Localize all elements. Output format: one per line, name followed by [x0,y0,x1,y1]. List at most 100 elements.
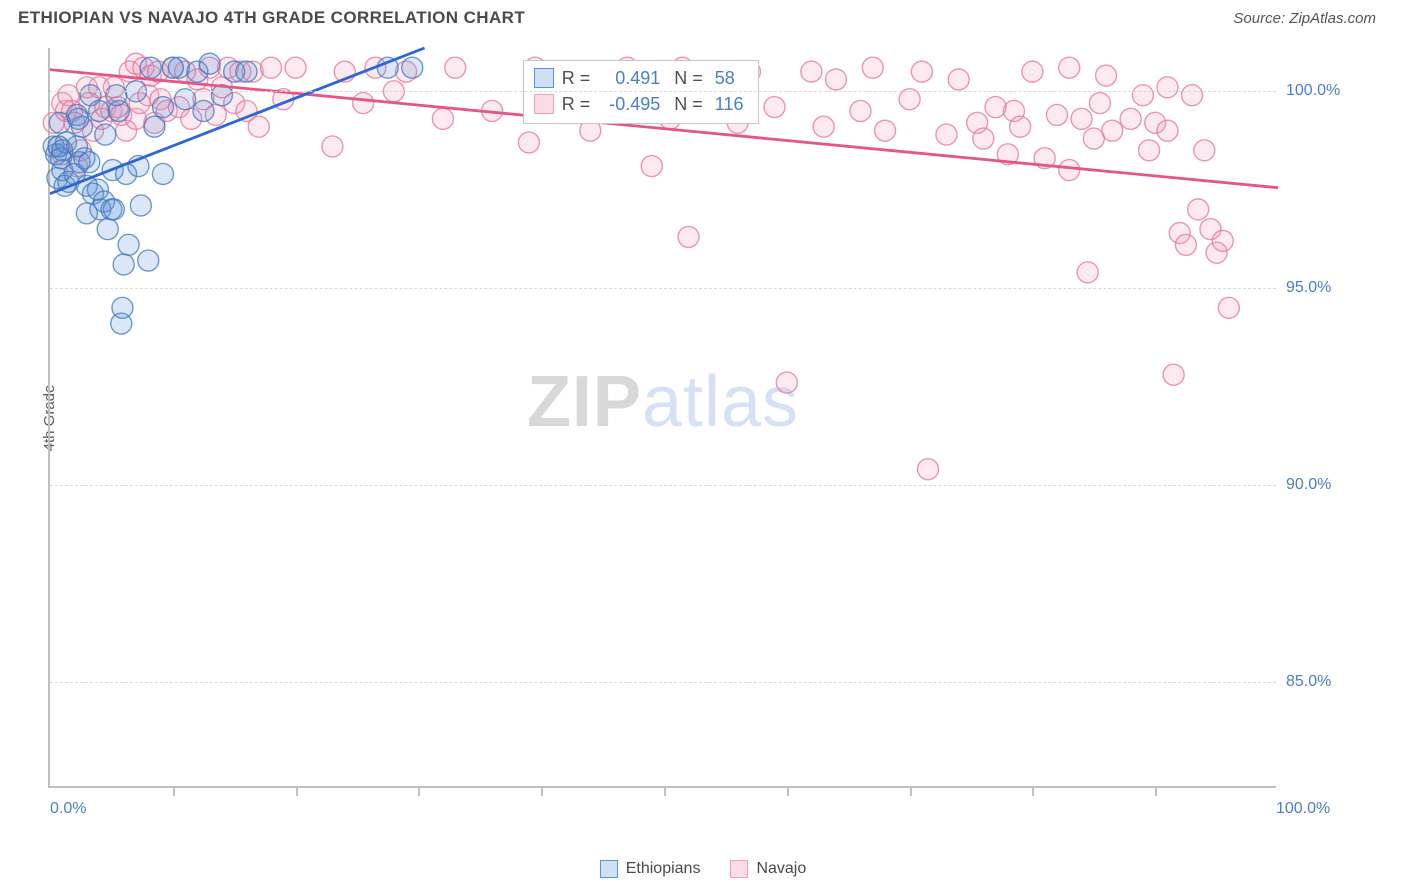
grid-line [50,485,1276,486]
legend-label: Navajo [756,860,806,878]
x-axis-max-label: 100.0% [1276,800,1376,818]
x-tick [173,786,175,796]
chart-title: ETHIOPIAN VS NAVAJO 4TH GRADE CORRELATIO… [18,8,525,28]
data-point [118,234,139,255]
data-point [130,195,151,216]
legend-item: Navajo [730,860,806,878]
legend-r-label: R = [562,91,591,117]
data-point [71,116,92,137]
x-tick [1032,786,1034,796]
legend-row: R = -0.495 N = 116 [534,91,744,117]
data-point [1059,160,1080,181]
chart-container: 4th Grade ZIPatlas R =0.491N =58R =-0.49… [48,48,1376,788]
source-attribution: Source: ZipAtlas.com [1233,10,1376,27]
scatter-plot-svg [50,48,1276,786]
legend-n-value: 116 [715,91,744,117]
data-point [236,61,257,82]
legend-r-value: 0.491 [598,65,660,91]
data-point [678,226,699,247]
legend-n-value: 58 [715,65,735,91]
data-point [193,100,214,121]
data-point [918,459,939,480]
data-point [776,372,797,393]
legend-swatch [600,860,618,878]
data-point [1077,262,1098,283]
legend-r-value: -0.495 [598,91,660,117]
legend-swatch [730,860,748,878]
data-point [1157,77,1178,98]
legend-n-label: N = [674,65,703,91]
data-point [948,69,969,90]
data-point [641,156,662,177]
data-point [144,116,165,137]
data-point [1089,93,1110,114]
y-tick-label: 95.0% [1286,279,1366,297]
data-point [973,128,994,149]
data-point [985,97,1006,118]
legend-label: Ethiopians [626,860,701,878]
legend-swatch [534,94,554,114]
data-point [936,124,957,145]
data-point [1132,85,1153,106]
data-point [1059,57,1080,78]
data-point [862,57,883,78]
data-point [285,57,306,78]
chart-header: ETHIOPIAN VS NAVAJO 4TH GRADE CORRELATIO… [0,0,1406,34]
x-tick [1155,786,1157,796]
data-point [1096,65,1117,86]
data-point [1071,108,1092,129]
data-point [152,163,173,184]
y-tick-label: 100.0% [1286,82,1366,100]
data-point [1175,234,1196,255]
data-point [140,57,161,78]
plot-area: ZIPatlas R =0.491N =58R =-0.495N =116 0.… [48,48,1276,788]
data-point [875,120,896,141]
data-point [248,116,269,137]
data-point [518,132,539,153]
x-tick [418,786,420,796]
data-point [353,93,374,114]
x-axis-min-label: 0.0% [50,800,86,818]
data-point [1182,85,1203,106]
data-point [199,53,220,74]
grid-line [50,288,1276,289]
data-point [95,124,116,145]
legend-item: Ethiopians [600,860,701,878]
data-point [1102,120,1123,141]
data-point [813,116,834,137]
data-point [1188,199,1209,220]
x-tick [664,786,666,796]
data-point [322,136,343,157]
data-point [108,100,129,121]
y-tick-label: 90.0% [1286,476,1366,494]
data-point [89,100,110,121]
data-point [1218,297,1239,318]
data-point [402,57,423,78]
data-point [79,152,100,173]
data-point [103,199,124,220]
data-point [1010,116,1031,137]
data-point [1022,61,1043,82]
legend-row: R = 0.491 N = 58 [534,65,744,91]
data-point [261,57,282,78]
legend-r-label: R = [562,65,591,91]
legend-n-label: N = [674,91,703,117]
data-point [152,97,173,118]
grid-line [50,682,1276,683]
data-point [1046,104,1067,125]
x-tick [296,786,298,796]
x-tick [787,786,789,796]
data-point [1163,364,1184,385]
data-point [764,97,785,118]
data-point [138,250,159,271]
x-tick [541,786,543,796]
legend-swatch [534,68,554,88]
series-legend: Ethiopians Navajo [0,860,1406,878]
data-point [1120,108,1141,129]
data-point [1194,140,1215,161]
grid-line [50,91,1276,92]
data-point [445,57,466,78]
data-point [168,57,189,78]
data-point [1212,230,1233,251]
data-point [825,69,846,90]
